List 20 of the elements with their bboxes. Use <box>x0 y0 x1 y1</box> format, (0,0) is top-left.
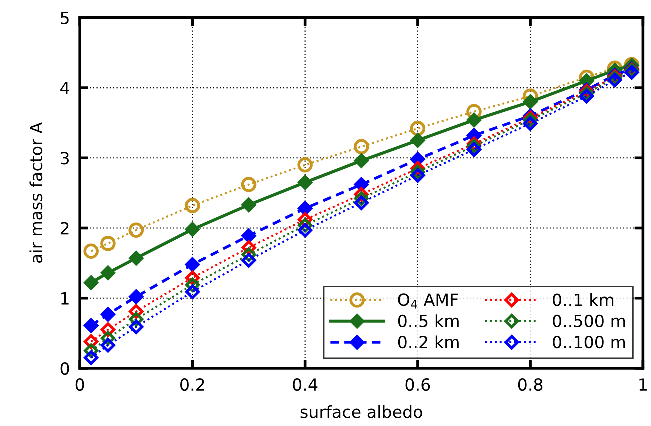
y-tick-label: 1 <box>62 292 69 305</box>
y-tick-label: 5 <box>61 12 69 24</box>
legend-label: 0..500 m <box>553 314 626 328</box>
legend-label: 0..2 km <box>398 336 459 349</box>
x-tick-label: 1 <box>640 378 647 391</box>
x-tick-label: 0.2 <box>180 378 204 392</box>
y-tick-label: 2 <box>60 222 69 235</box>
y-tick-label: 0 <box>60 362 70 376</box>
legend-label: O$_{4}$ AMF <box>398 294 458 309</box>
y-tick-label: 4 <box>60 82 70 94</box>
y-tick-label: 3 <box>61 152 70 165</box>
x-tick-label: 0 <box>76 378 84 392</box>
legend-label: 0..5 km <box>398 314 459 328</box>
legend-label: 0..100 m <box>553 336 626 349</box>
x-axis-title: surface albedo <box>300 405 422 418</box>
x-tick-label: 0.6 <box>406 378 430 392</box>
legend-label: 0..1 km <box>553 293 614 306</box>
y-axis-title: air mass factor A <box>30 122 43 264</box>
x-tick-label: 0.4 <box>293 378 318 392</box>
x-tick-label: 0.8 <box>518 378 543 392</box>
